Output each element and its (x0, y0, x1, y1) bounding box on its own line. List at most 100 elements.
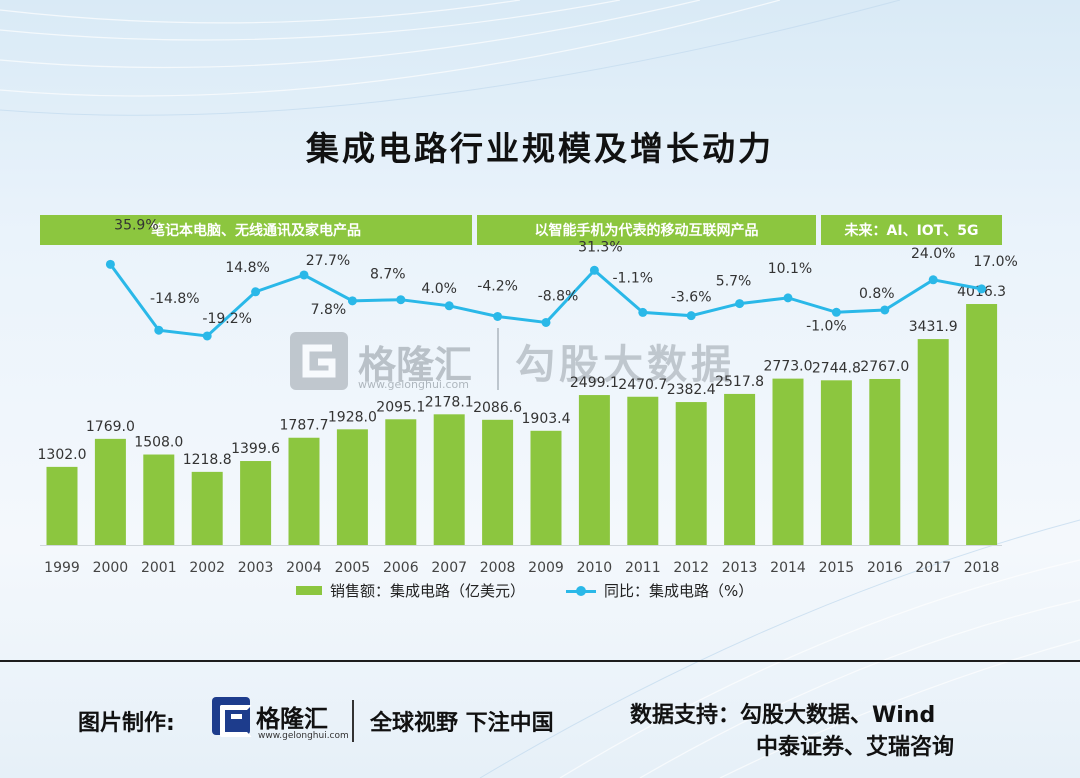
legend-growth-swatch (566, 585, 596, 596)
bar-labels-layer: 1302.0 1769.01508.01218.81399.61787.71928… (38, 284, 1007, 468)
x-tick-2008: 2008 (480, 560, 516, 576)
footer-source-line2: 中泰证券、艾瑞咨询 (756, 735, 955, 760)
era-banner-future: 未来：AI、IOT、5G (821, 215, 1002, 245)
growth-label-2004: 27.7% (306, 253, 350, 269)
x-tick-2002: 2002 (189, 560, 225, 576)
growth-label-2000: 35.9% (114, 217, 158, 233)
growth-point-2008 (493, 311, 503, 321)
legend-sales-label: 销售额：集成电路（亿美元） (330, 582, 526, 600)
bar-2010 (578, 395, 610, 545)
bar-label-2011: 2470.7 (618, 377, 667, 393)
bar-2007 (433, 414, 465, 545)
x-tick-2010: 2010 (577, 560, 613, 576)
footer-data-source: 数据支持：勾股大数据、Wind 中泰证券、艾瑞咨询 (630, 700, 954, 764)
bar-2009 (530, 430, 562, 545)
x-tick-2003: 2003 (238, 560, 274, 576)
growth-point-2007 (444, 301, 454, 311)
ic-sales-chart: 1302.0 1769.01508.01218.81399.61787.71928… (38, 217, 1018, 576)
growth-point-2009 (541, 317, 551, 327)
growth-label-2015: -1.0% (806, 318, 847, 334)
bar-label-2014: 2773.0 (764, 359, 813, 375)
footer-slogan: 全球视野 下注中国 (370, 711, 554, 736)
growth-point-2014 (783, 293, 793, 303)
x-tick-2005: 2005 (335, 560, 371, 576)
growth-label-2014: 10.1% (768, 261, 812, 277)
growth-point-2004 (299, 270, 309, 280)
x-tick-2015: 2015 (819, 560, 855, 576)
legend-growth-label: 同比：集成电路（%） (604, 582, 754, 600)
watermark-gelonghui: 格隆汇 www.gelonghui.com (288, 330, 472, 392)
growth-label-2010: 31.3% (578, 239, 622, 255)
bar-1999 (46, 466, 78, 545)
growth-point-2000 (105, 259, 115, 269)
bar-label-1999: 1302.0 (38, 447, 87, 463)
bar-2008 (482, 419, 514, 545)
watermark-brand: 格隆汇 (358, 342, 473, 387)
growth-label-2018: 17.0% (973, 254, 1017, 270)
bar-2004 (288, 437, 320, 545)
growth-label-2017: 24.0% (911, 246, 955, 262)
growth-point-2002 (202, 331, 212, 341)
bar-label-2001: 1508.0 (134, 435, 183, 451)
x-tick-2016: 2016 (867, 560, 903, 576)
bar-2000 (94, 438, 126, 545)
x-tick-2014: 2014 (770, 560, 806, 576)
bar-label-2008: 2086.6 (473, 400, 522, 416)
watermark-divider (497, 328, 499, 390)
bar-label-2004: 1787.7 (280, 418, 329, 434)
bar-2017 (917, 339, 949, 545)
bar-label-2015: 2744.8 (812, 360, 861, 376)
x-tick-2006: 2006 (383, 560, 419, 576)
bars-layer (46, 304, 998, 545)
x-tick-2013: 2013 (722, 560, 758, 576)
bar-2011 (627, 396, 659, 545)
growth-labels-layer: 35.9% -14.8%-19.2% 14.8% 27.7% 7.8% 8.7% 4.0% -… (114, 217, 1018, 334)
growth-point-2016 (880, 305, 890, 315)
x-tick-2018: 2018 (964, 560, 1000, 576)
growth-label-2013: 5.7% (716, 274, 752, 290)
bar-2002 (191, 471, 223, 545)
footer-logo: 格隆汇 www.gelonghui.com (212, 697, 349, 741)
bar-label-2012: 2382.4 (667, 382, 716, 398)
bar-2001 (143, 454, 175, 545)
growth-label-2005: 7.8% (311, 302, 347, 318)
growth-point-2017 (928, 275, 938, 285)
growth-point-2003 (251, 287, 261, 297)
growth-label-2016: 0.8% (859, 286, 895, 302)
bar-label-2016: 2767.0 (860, 359, 909, 375)
bar-2003 (240, 461, 272, 545)
watermark-gougu: 勾股大数据 (515, 342, 735, 388)
growth-point-2006 (396, 295, 406, 305)
growth-label-2002: -19.2% (202, 311, 252, 327)
growth-point-2018 (977, 284, 987, 294)
growth-line-layer (105, 259, 987, 341)
growth-label-2003: 14.8% (225, 260, 269, 276)
chart-title: 集成电路行业规模及增长动力 (306, 129, 774, 168)
x-tick-2000: 2000 (93, 560, 129, 576)
legend-sales: 销售额：集成电路（亿美元） (296, 580, 525, 601)
growth-point-2011 (638, 307, 648, 317)
era-banner-mobile: 以智能手机为代表的移动互联网产品 (477, 215, 816, 245)
x-tick-2007: 2007 (431, 560, 467, 576)
watermark-url: www.gelonghui.com (358, 378, 469, 391)
footer-logo-url: www.gelonghui.com (258, 731, 349, 741)
x-tick-2001: 2001 (141, 560, 177, 576)
growth-point-2005 (347, 296, 357, 306)
growth-label-2012: -3.6% (671, 290, 712, 306)
footer-logo-name: 格隆汇 (256, 704, 328, 733)
x-axis: 1999 2000 2001 2002 2003 2004 2005 2006 2007 2008… (40, 545, 1002, 576)
x-tick-2012: 2012 (673, 560, 709, 576)
x-tick-1999: 1999 (44, 560, 80, 576)
bar-2005 (336, 429, 368, 545)
footer-rule (0, 660, 1080, 662)
growth-label-2008: -4.2% (477, 278, 518, 294)
growth-label-2011: -1.1% (612, 270, 653, 286)
bar-2015 (820, 380, 852, 545)
x-tick-2009: 2009 (528, 560, 564, 576)
bar-2013 (724, 393, 756, 545)
bar-label-2010: 2499.1 (570, 375, 619, 391)
bar-2014 (772, 378, 804, 545)
growth-point-2013 (735, 299, 745, 309)
growth-point-2015 (831, 307, 841, 317)
footer-made-by: 图片制作: (78, 711, 175, 736)
